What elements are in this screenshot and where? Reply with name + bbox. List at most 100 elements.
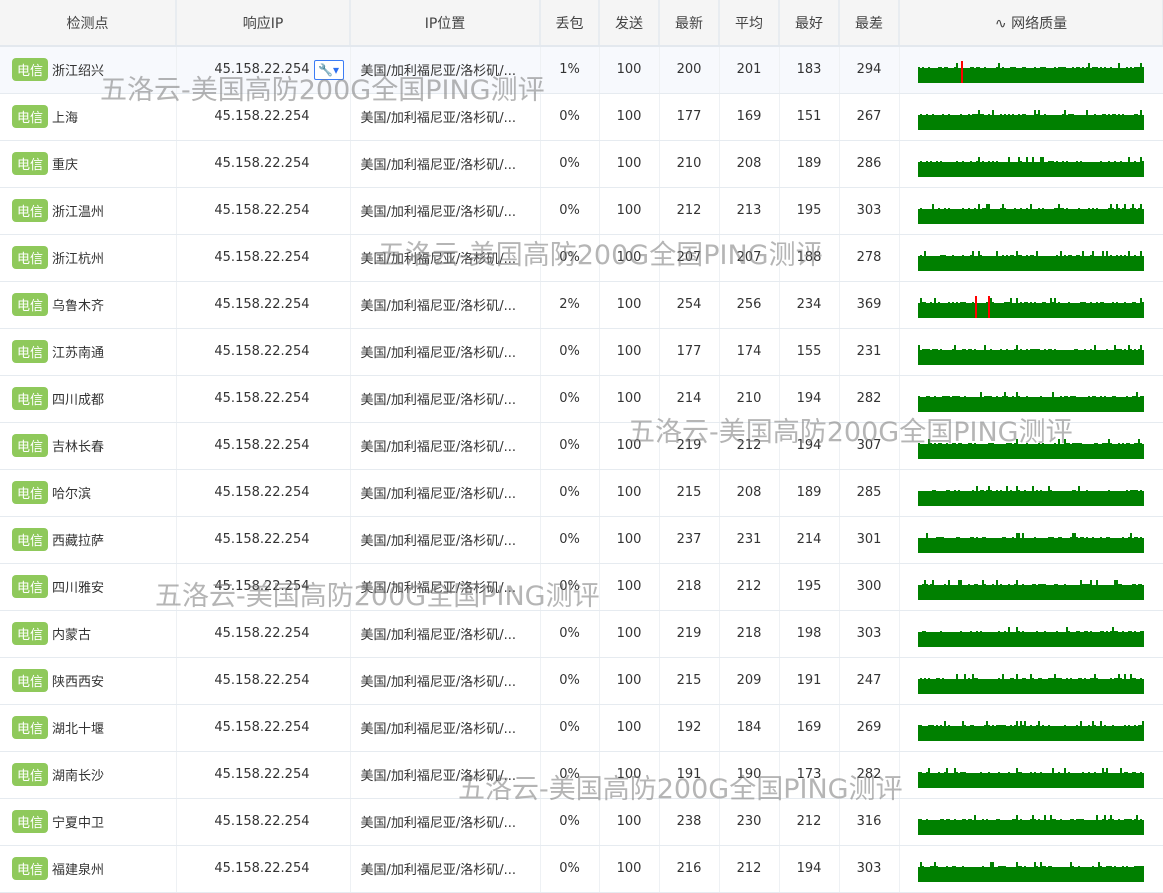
latency-bar xyxy=(960,349,962,365)
latency-bar xyxy=(1094,255,1096,271)
latency-bar xyxy=(1064,724,1066,741)
col-location[interactable]: IP位置 xyxy=(350,0,541,47)
ip-value[interactable]: 45.158.22.254 xyxy=(214,62,310,78)
latency-bar xyxy=(946,725,948,741)
latency-bar xyxy=(978,490,980,506)
latency-bar xyxy=(1076,160,1078,177)
sent-cell: 100 xyxy=(599,422,660,470)
ip-value[interactable]: 45.158.22.254 xyxy=(214,814,310,829)
col-loss[interactable]: 丢包 xyxy=(540,0,600,47)
table-row[interactable]: 电信 哈尔滨 45.158.22.254 美国/加利福尼亚/洛杉矶/... 0% 100 2… xyxy=(0,469,1163,517)
latency-bar xyxy=(1112,584,1114,600)
latency-bar xyxy=(1050,725,1052,741)
latency-bar xyxy=(1070,490,1072,506)
latency-bar xyxy=(1026,631,1028,647)
latency-bar xyxy=(1024,631,1026,647)
table-row[interactable]: 电信 福建泉州 45.158.22.254 美国/加利福尼亚/洛杉矶/... 0% 100… xyxy=(0,845,1163,893)
latency-bar xyxy=(942,161,944,177)
latency-bar xyxy=(1106,67,1108,83)
latency-bar xyxy=(1102,866,1104,882)
ip-value[interactable]: 45.158.22.254 xyxy=(214,673,310,688)
latency-bar xyxy=(932,678,934,694)
latency-bar xyxy=(1090,396,1092,412)
latency-bar xyxy=(1036,161,1038,177)
latency-bar xyxy=(974,396,976,412)
latency-bar xyxy=(930,255,932,271)
col-quality[interactable]: ∿ 网络质量 xyxy=(899,0,1163,47)
table-row[interactable]: 电信 浙江绍兴 45.158.22.254 🔧▾ 美国/加利福尼亚/洛杉矶/... 1% 1… xyxy=(0,46,1163,94)
ip-value[interactable]: 45.158.22.254 xyxy=(214,861,310,876)
table-row[interactable]: 电信 宁夏中卫 45.158.22.254 美国/加利福尼亚/洛杉矶/... 0% 100… xyxy=(0,798,1163,846)
ip-value[interactable]: 45.158.22.254 xyxy=(214,109,310,124)
latency-bar xyxy=(1074,302,1076,318)
table-row[interactable]: 电信 湖北十堰 45.158.22.254 美国/加利福尼亚/洛杉矶/... 0% 100… xyxy=(0,704,1163,752)
latency-bar xyxy=(1074,395,1076,412)
latency-bar xyxy=(1114,344,1116,365)
ip-value[interactable]: 45.158.22.254 xyxy=(214,485,310,500)
ip-value[interactable]: 45.158.22.254 xyxy=(214,156,310,171)
table-row[interactable]: 电信 内蒙古 45.158.22.254 美国/加利福尼亚/洛杉矶/... 0% 100 2… xyxy=(0,610,1163,658)
latency-bar xyxy=(972,866,974,882)
col-node[interactable]: 检测点 xyxy=(0,0,177,47)
latency-bar xyxy=(1008,819,1010,835)
latency-bar xyxy=(968,207,970,224)
table-row[interactable]: 电信 上海 45.158.22.254 美国/加利福尼亚/洛杉矶/... 0% 100 17… xyxy=(0,93,1163,141)
table-row[interactable]: 电信 四川成都 45.158.22.254 美国/加利福尼亚/洛杉矶/... 0% 100… xyxy=(0,375,1163,423)
latency-bar xyxy=(990,861,992,882)
latency-bar xyxy=(1094,442,1096,459)
table-row[interactable]: 电信 乌鲁木齐 45.158.22.254 美国/加利福尼亚/洛杉矶/... 2% 100… xyxy=(0,281,1163,329)
ip-value[interactable]: 45.158.22.254 xyxy=(214,720,310,735)
table-row[interactable]: 电信 西藏拉萨 45.158.22.254 美国/加利福尼亚/洛杉矶/... 0% 100… xyxy=(0,516,1163,564)
col-sent[interactable]: 发送 xyxy=(599,0,660,47)
latency-bar xyxy=(928,724,930,741)
latency-bar xyxy=(964,818,966,835)
latency-bar xyxy=(1002,724,1004,741)
latency-bar xyxy=(920,584,922,600)
table-row[interactable]: 电信 陕西西安 45.158.22.254 美国/加利福尼亚/洛杉矶/... 0% 100… xyxy=(0,657,1163,705)
latency-bar xyxy=(1140,62,1142,83)
quality-cell xyxy=(899,187,1163,235)
latency-bar xyxy=(992,490,994,506)
ip-value[interactable]: 45.158.22.254 xyxy=(214,767,310,782)
latency-bar xyxy=(1100,66,1102,83)
latency-bar xyxy=(1104,208,1106,224)
col-best[interactable]: 最好 xyxy=(779,0,840,47)
col-last[interactable]: 最新 xyxy=(659,0,720,47)
ip-value[interactable]: 45.158.22.254 xyxy=(214,579,310,594)
col-ip[interactable]: 响应IP xyxy=(176,0,351,47)
table-row[interactable]: 电信 浙江杭州 45.158.22.254 美国/加利福尼亚/洛杉矶/... 0% 100… xyxy=(0,234,1163,282)
wrench-dropdown-button[interactable]: 🔧▾ xyxy=(313,60,344,80)
ip-value[interactable]: 45.158.22.254 xyxy=(214,532,310,547)
ip-value[interactable]: 45.158.22.254 xyxy=(214,391,310,406)
latency-bar xyxy=(1070,349,1072,365)
latency-bar xyxy=(1142,630,1144,647)
latency-bar xyxy=(1122,490,1124,506)
latency-bar xyxy=(1120,348,1122,365)
ip-value[interactable]: 45.158.22.254 xyxy=(214,297,310,312)
latency-bar xyxy=(1050,772,1052,788)
table-row[interactable]: 电信 湖南长沙 45.158.22.254 美国/加利福尼亚/洛杉矶/... 0% 100… xyxy=(0,751,1163,799)
latency-bar xyxy=(1142,537,1144,553)
latency-bar xyxy=(1064,66,1066,83)
ip-value[interactable]: 45.158.22.254 xyxy=(214,344,310,359)
col-worst[interactable]: 最差 xyxy=(839,0,900,47)
ip-value[interactable]: 45.158.22.254 xyxy=(214,438,310,453)
latency-bar xyxy=(954,255,956,271)
table-row[interactable]: 电信 重庆 45.158.22.254 美国/加利福尼亚/洛杉矶/... 0% 100 21… xyxy=(0,140,1163,188)
ip-value[interactable]: 45.158.22.254 xyxy=(214,203,310,218)
latency-bar xyxy=(924,396,926,412)
last-cell: 237 xyxy=(659,516,720,564)
col-avg[interactable]: 平均 xyxy=(719,0,780,47)
latency-bar xyxy=(954,114,956,130)
latency-bar xyxy=(1000,631,1002,647)
ip-value[interactable]: 45.158.22.254 xyxy=(214,250,310,265)
latency-bar xyxy=(1054,631,1056,647)
ip-value[interactable]: 45.158.22.254 xyxy=(214,626,310,641)
table-row[interactable]: 电信 四川雅安 45.158.22.254 美国/加利福尼亚/洛杉矶/... 0% 100… xyxy=(0,563,1163,611)
latency-bar xyxy=(1072,66,1074,83)
latency-bar xyxy=(950,208,952,224)
table-row[interactable]: 电信 江苏南通 45.158.22.254 美国/加利福尼亚/洛杉矶/... 0% 100… xyxy=(0,328,1163,376)
table-row[interactable]: 电信 吉林长春 45.158.22.254 美国/加利福尼亚/洛杉矶/... 0% 100… xyxy=(0,422,1163,470)
latency-bar xyxy=(996,537,998,553)
table-row[interactable]: 电信 浙江温州 45.158.22.254 美国/加利福尼亚/洛杉矶/... 0% 100… xyxy=(0,187,1163,235)
